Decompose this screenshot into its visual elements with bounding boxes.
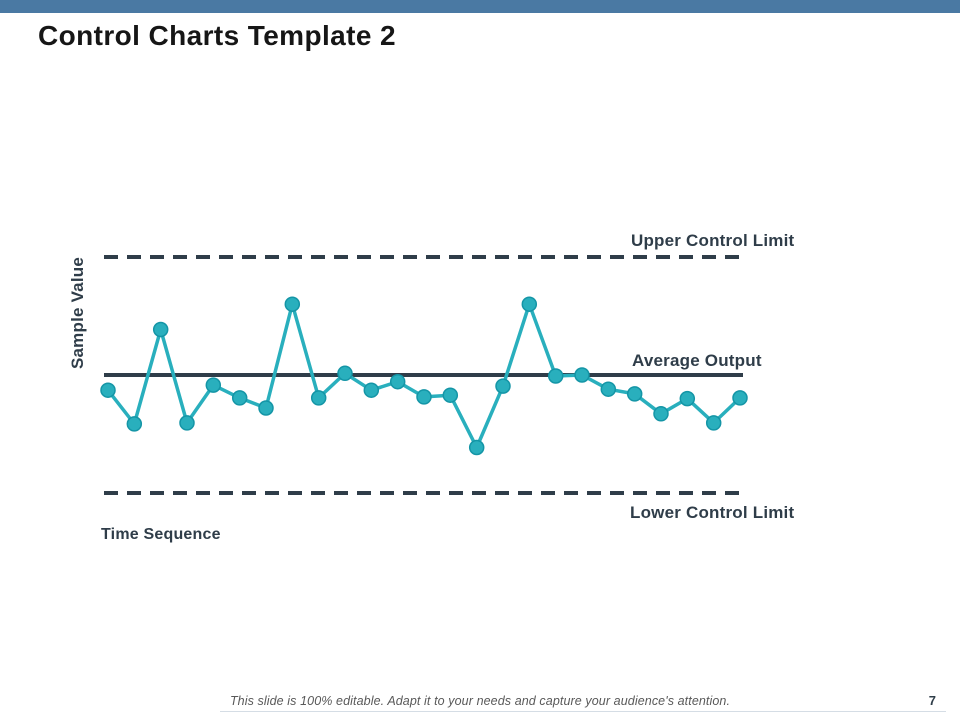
data-point-marker [679, 390, 696, 407]
page-number: 7 [928, 693, 936, 708]
data-point-marker [574, 367, 590, 383]
data-point-marker [653, 406, 669, 422]
top-accent-bar [0, 0, 960, 13]
data-point-marker [732, 390, 748, 406]
page-title: Control Charts Template 2 [38, 20, 396, 51]
data-point-marker [337, 365, 353, 382]
data-point-marker [126, 416, 143, 432]
data-point-marker [284, 296, 301, 312]
data-point-marker [495, 378, 511, 394]
data-point-marker [468, 439, 485, 456]
y-axis-label: Sample Value [68, 256, 87, 370]
x-axis-label: Time Sequence [101, 526, 221, 543]
average-output-label: Average Output [632, 351, 762, 370]
data-point-marker [705, 415, 722, 431]
data-point-marker [600, 381, 617, 397]
data-point-marker [100, 382, 116, 398]
data-point-marker [442, 387, 459, 403]
lower-control-limit-label: Lower Control Limit [630, 503, 795, 522]
footer-divider [220, 711, 946, 712]
data-point-marker [626, 386, 643, 402]
data-point-marker [179, 415, 195, 431]
data-point-marker [310, 390, 327, 406]
data-point-marker [205, 377, 222, 393]
upper-control-limit-label: Upper Control Limit [631, 231, 795, 250]
data-point-marker [416, 389, 432, 405]
data-point-marker [389, 373, 406, 390]
data-point-marker [231, 390, 248, 406]
data-point-marker [521, 296, 538, 312]
data-point-marker [547, 368, 564, 384]
footer-note: This slide is 100% editable. Adapt it to… [229, 694, 731, 708]
data-point-marker [258, 400, 274, 416]
data-point-marker [152, 321, 169, 338]
data-point-marker [363, 382, 380, 398]
